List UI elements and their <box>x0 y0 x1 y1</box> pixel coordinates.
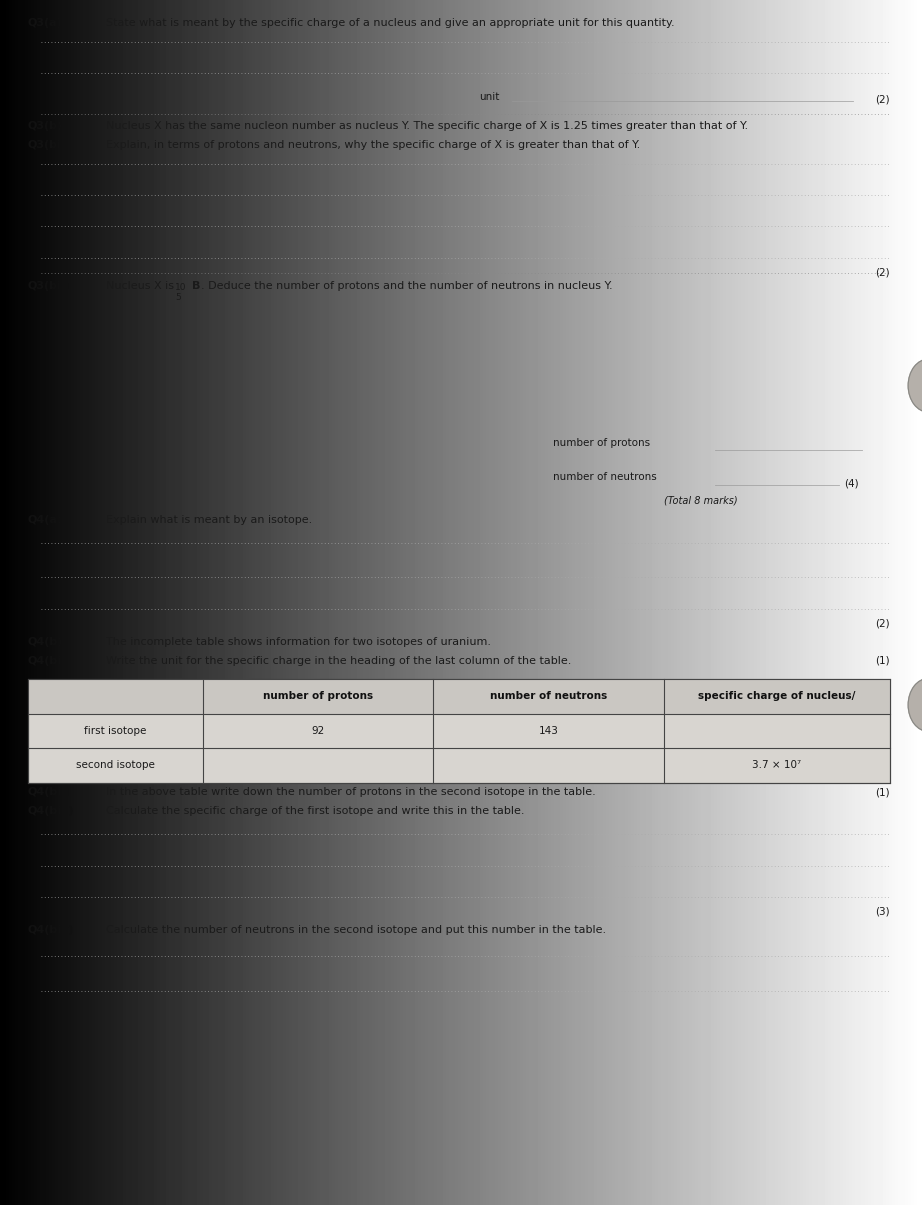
Circle shape <box>908 678 922 731</box>
Text: B: B <box>192 281 200 292</box>
Text: Nucleus X has the same nucleon number as nucleus Y. The specific charge of X is : Nucleus X has the same nucleon number as… <box>106 122 748 131</box>
Text: State what is meant by the specific charge of a nucleus and give an appropriate : State what is meant by the specific char… <box>106 18 675 28</box>
Text: Q3(b): Q3(b) <box>28 122 63 131</box>
Text: 3.7 × 10⁷: 3.7 × 10⁷ <box>752 760 801 770</box>
Text: Q3(bii): Q3(bii) <box>28 281 70 292</box>
Text: Explain what is meant by an isotope.: Explain what is meant by an isotope. <box>106 515 313 524</box>
Text: number of neutrons: number of neutrons <box>490 692 608 701</box>
Text: Q4(biii): Q4(biii) <box>28 806 75 816</box>
Text: Q4(biv): Q4(biv) <box>28 925 74 935</box>
Text: (3): (3) <box>875 906 890 916</box>
Text: Q4(b): Q4(b) <box>28 636 63 647</box>
Text: (4): (4) <box>844 478 858 488</box>
Text: (Total 8 marks): (Total 8 marks) <box>664 495 738 506</box>
Text: number of protons: number of protons <box>553 437 650 448</box>
Text: Write the unit for the specific charge in the heading of the last column of the : Write the unit for the specific charge i… <box>106 656 572 665</box>
Text: number of protons: number of protons <box>263 692 373 701</box>
Circle shape <box>908 359 922 412</box>
Text: Q3(bi): Q3(bi) <box>28 140 66 151</box>
Text: Q4(bii): Q4(bii) <box>28 787 71 798</box>
Bar <box>28 680 890 713</box>
Text: (1): (1) <box>875 656 890 665</box>
Text: (2): (2) <box>875 268 890 277</box>
Text: 92: 92 <box>312 725 325 736</box>
Text: number of neutrons: number of neutrons <box>553 472 657 482</box>
Text: Nucleus X is: Nucleus X is <box>106 281 178 292</box>
Text: first isotope: first isotope <box>84 725 147 736</box>
Text: Q3(a): Q3(a) <box>28 18 63 28</box>
Bar <box>28 680 890 782</box>
Text: (1): (1) <box>875 787 890 798</box>
Text: Q4(bi): Q4(bi) <box>28 656 66 665</box>
Text: 10: 10 <box>175 283 186 292</box>
Text: 5: 5 <box>175 293 181 302</box>
Text: In the above table write down the number of protons in the second isotope in the: In the above table write down the number… <box>106 787 596 798</box>
Text: . Deduce the number of protons and the number of neutrons in nucleus Y.: . Deduce the number of protons and the n… <box>201 281 612 292</box>
Text: specific charge of nucleus/: specific charge of nucleus/ <box>698 692 856 701</box>
Text: Calculate the number of neutrons in the second isotope and put this number in th: Calculate the number of neutrons in the … <box>106 925 606 935</box>
Text: (2): (2) <box>875 95 890 105</box>
Text: The incomplete table shows information for two isotopes of uranium.: The incomplete table shows information f… <box>106 636 491 647</box>
Text: Calculate the specific charge of the first isotope and write this in the table.: Calculate the specific charge of the fir… <box>106 806 525 816</box>
Text: (2): (2) <box>875 618 890 628</box>
Text: unit: unit <box>479 92 500 101</box>
Text: Q4(a): Q4(a) <box>28 515 63 524</box>
Text: 143: 143 <box>538 725 559 736</box>
Text: second isotope: second isotope <box>76 760 155 770</box>
Text: Explain, in terms of protons and neutrons, why the specific charge of X is great: Explain, in terms of protons and neutron… <box>106 140 640 151</box>
